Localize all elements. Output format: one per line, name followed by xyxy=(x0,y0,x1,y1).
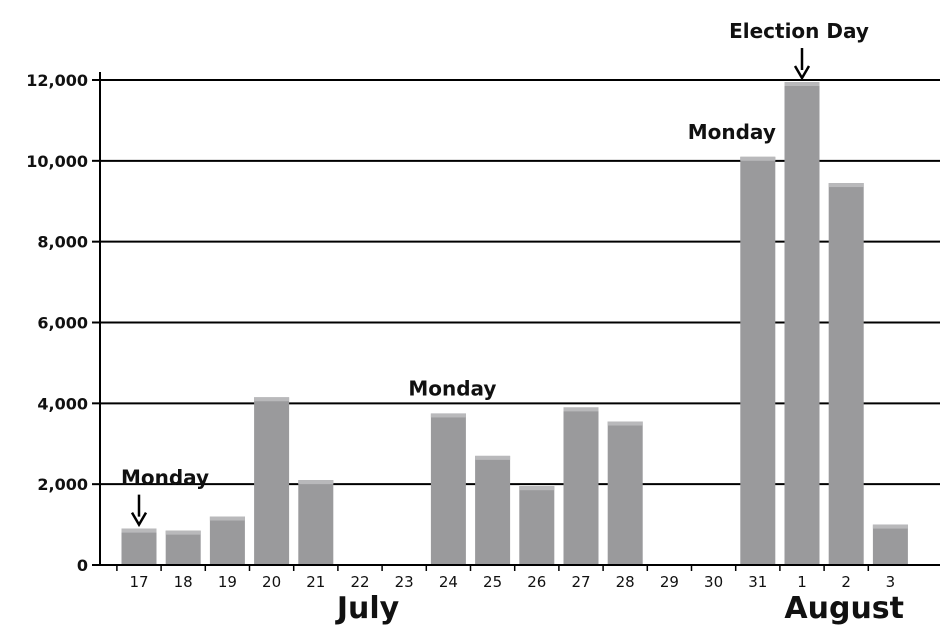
x-tick-label-27: 27 xyxy=(571,573,590,591)
bar-24 xyxy=(430,413,466,565)
month-labels: July August xyxy=(335,591,904,626)
bar-top-19 xyxy=(209,516,245,521)
month-label-july: July xyxy=(335,591,400,626)
bar-28 xyxy=(607,421,643,565)
y-tick-label: 6,000 xyxy=(37,314,88,333)
x-tick-label-23: 23 xyxy=(395,573,414,591)
annotation-arrow-head xyxy=(793,65,811,81)
annotations: Monday Monday Monday Election Day xyxy=(121,19,869,528)
x-tick-label-31: 31 xyxy=(748,573,767,591)
bar-2 xyxy=(828,183,864,565)
x-tick-label-2: 2 xyxy=(841,573,851,591)
bar-31 xyxy=(740,156,776,565)
x-tick-label-24: 24 xyxy=(439,573,458,591)
y-tick-label: 10,000 xyxy=(26,152,88,171)
bar-top-26 xyxy=(519,486,555,491)
x-tick-label-26: 26 xyxy=(527,573,546,591)
y-tick-label: 2,000 xyxy=(37,475,88,494)
y-tick-label: 12,000 xyxy=(26,71,88,90)
x-tick-label-3: 3 xyxy=(886,573,896,591)
bar-1 xyxy=(784,82,820,565)
bar-17 xyxy=(121,528,157,565)
x-tick-label-25: 25 xyxy=(483,573,502,591)
x-tick-label-17: 17 xyxy=(129,573,148,591)
bars xyxy=(121,82,908,565)
x-tick-label-20: 20 xyxy=(262,573,281,591)
x-tick-label-30: 30 xyxy=(704,573,723,591)
y-tick-label: 0 xyxy=(77,556,88,575)
bar-20 xyxy=(254,397,290,565)
x-tick-labels: 17 18 19 20 21 22 23 24 25 26 27 28 29 30 31 1 2 3 xyxy=(116,565,896,591)
x-tick-label-29: 29 xyxy=(660,573,679,591)
bar-18 xyxy=(165,530,201,565)
annotation-monday: Monday xyxy=(408,376,496,400)
x-tick-label-19: 19 xyxy=(218,573,237,591)
bar-top-3 xyxy=(872,524,908,529)
bar-top-18 xyxy=(165,530,201,535)
bar-top-25 xyxy=(475,455,511,460)
y-tick-label: 8,000 xyxy=(37,233,88,252)
bar-top-24 xyxy=(430,413,466,418)
bar-top-27 xyxy=(563,407,599,412)
x-tick-label-28: 28 xyxy=(616,573,635,591)
bar-top-2 xyxy=(828,183,864,188)
bar-21 xyxy=(298,480,334,565)
annotation-monday: Monday xyxy=(121,466,209,490)
bar-27 xyxy=(563,407,599,565)
bar-25 xyxy=(475,455,511,565)
x-tick-label-21: 21 xyxy=(306,573,325,591)
bar-top-31 xyxy=(740,156,776,161)
axes xyxy=(99,72,940,566)
month-label-august: August xyxy=(784,591,904,626)
bar-top-21 xyxy=(298,480,334,485)
x-tick-label-22: 22 xyxy=(350,573,369,591)
x-tick-label-18: 18 xyxy=(174,573,193,591)
x-tick-label-1: 1 xyxy=(797,573,807,591)
y-tick-label: 4,000 xyxy=(37,394,88,413)
bar-top-20 xyxy=(254,397,290,402)
bar-top-28 xyxy=(607,421,643,426)
annotation-election-day: Election Day xyxy=(729,19,869,43)
bar-19 xyxy=(209,516,245,565)
bar-top-1 xyxy=(784,82,820,87)
y-tick-labels: 0 2,000 4,000 6,000 8,000 10,000 12,000 xyxy=(26,71,88,575)
bar-top-17 xyxy=(121,528,157,533)
annotation-monday: Monday xyxy=(688,120,776,144)
annotation-arrow-head xyxy=(130,511,148,528)
bar-3 xyxy=(872,524,908,565)
bar-26 xyxy=(519,486,555,565)
